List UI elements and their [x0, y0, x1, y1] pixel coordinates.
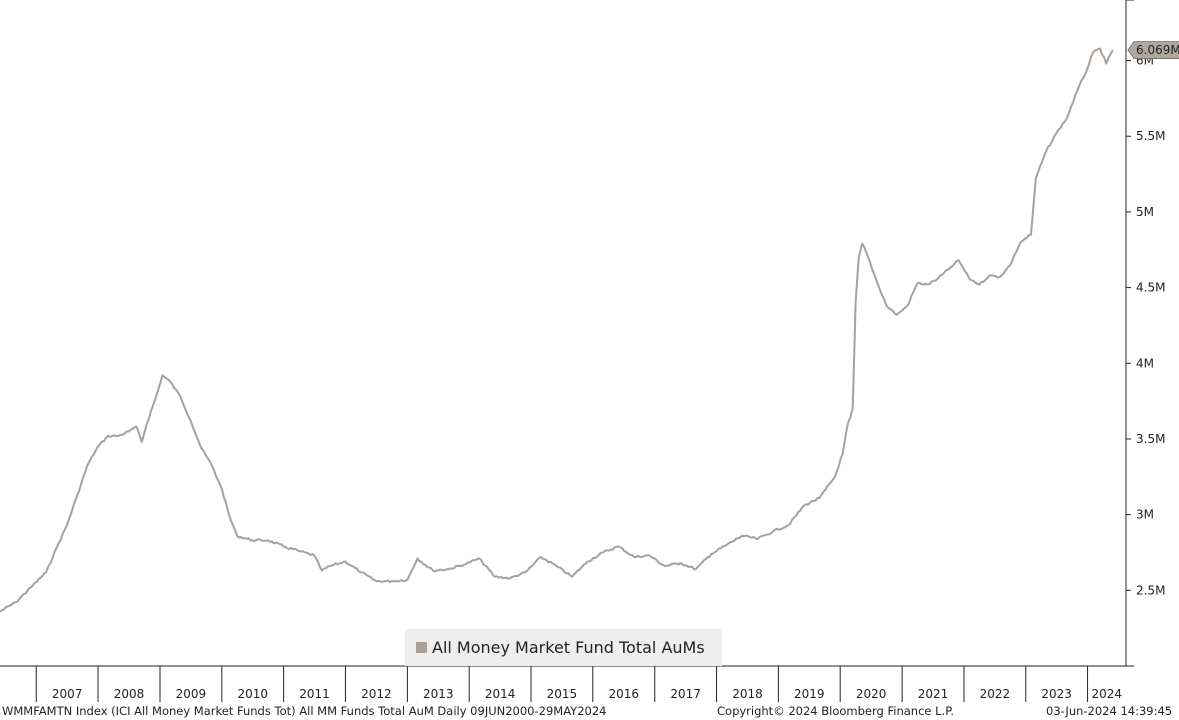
x-tick-label: 2014 [485, 687, 516, 701]
last-value-tag: 6.069M [1127, 41, 1179, 60]
y-tick-label: 5M [1136, 205, 1154, 219]
x-tick-label: 2017 [670, 687, 701, 701]
x-tick-label: 2016 [609, 687, 640, 701]
x-tick-label: 2022 [980, 687, 1011, 701]
last-value-label: 6.069M [1136, 43, 1179, 57]
x-tick-label: 2007 [52, 687, 83, 701]
x-tick-label: 2009 [176, 687, 207, 701]
x-tick-label: 2019 [794, 687, 825, 701]
x-tick-label: 2010 [237, 687, 268, 701]
y-tick-label: 4M [1136, 356, 1154, 370]
y-tick-label: 3M [1136, 508, 1154, 522]
y-tick-label: 2.5M [1136, 583, 1165, 597]
y-tick-label: 3.5M [1136, 432, 1165, 446]
legend: All Money Market Fund Total AuMs [405, 629, 722, 666]
footer-copyright: Copyright© 2024 Bloomberg Finance L.P. [717, 704, 954, 718]
x-tick-label: 2015 [547, 687, 578, 701]
x-tick-label: 2021 [918, 687, 949, 701]
x-axis: 2007 2008 2009 2010 2011 2012 2013 2014 2015 2016… [0, 665, 1126, 702]
legend-label: All Money Market Fund Total AuMs [432, 638, 705, 657]
x-tick-label: 2012 [361, 687, 392, 701]
x-tick-label: 2024 [1092, 687, 1123, 701]
x-tick-label: 2008 [114, 687, 145, 701]
footer-timestamp: 03-Jun-2024 14:39:45 [1046, 704, 1173, 718]
footer-ticker-info: WMMFAMTN Index (ICI All Money Market Fun… [2, 704, 607, 718]
y-tick-label: 4.5M [1136, 281, 1165, 295]
y-tick-label: 5.5M [1136, 129, 1165, 143]
legend-swatch [416, 642, 427, 653]
series-line [0, 47, 1114, 613]
x-tick-label: 2023 [1041, 687, 1072, 701]
last-value-badge [1127, 41, 1179, 60]
x-tick-label: 2011 [299, 687, 330, 701]
x-tick-label: 2020 [856, 687, 887, 701]
x-tick-label: 2018 [732, 687, 763, 701]
x-tick-label: 2013 [423, 687, 454, 701]
series-layer [0, 47, 1114, 613]
